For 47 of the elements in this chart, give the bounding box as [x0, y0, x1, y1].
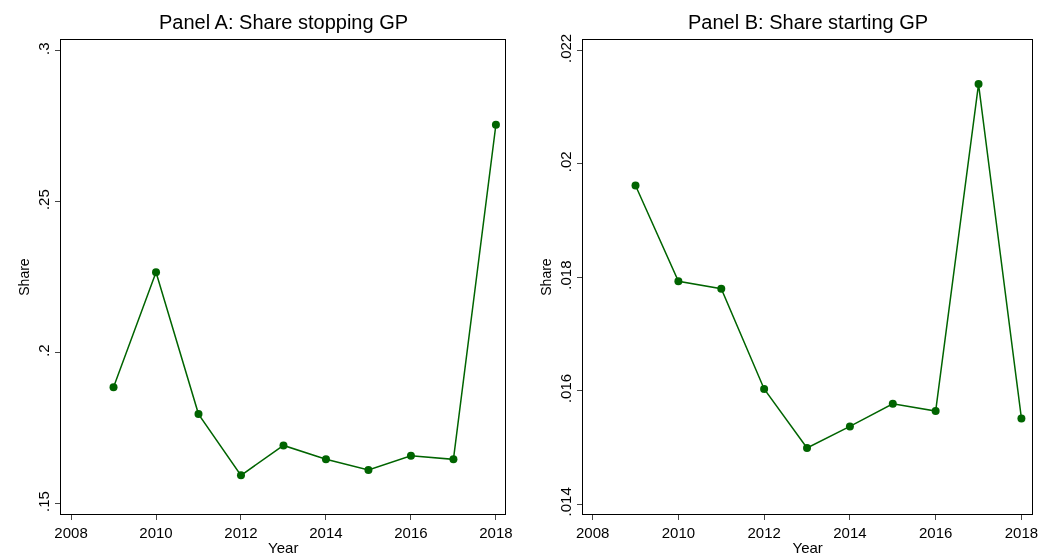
x-tick-label: 2010 — [661, 523, 696, 541]
y-tick-label: .3 — [35, 42, 53, 55]
point — [845, 422, 854, 431]
y-axis-title: Share — [15, 258, 32, 296]
x-tick-label: 2016 — [394, 523, 428, 541]
y-tick-label: .15 — [35, 491, 53, 512]
point — [760, 384, 769, 393]
x-axis-title: Year — [268, 538, 299, 556]
point — [674, 277, 683, 286]
y-tick-label: .022 — [557, 33, 575, 63]
x-tick-label: 2008 — [54, 523, 88, 541]
y-tick-label: .02 — [557, 151, 575, 173]
point — [406, 451, 415, 460]
x-tick-label: 2012 — [747, 523, 781, 541]
point — [888, 399, 897, 408]
y-axis-title: Share — [537, 258, 554, 296]
x-tick-label: 2018 — [1004, 523, 1039, 541]
x-tick-label: 2016 — [918, 523, 953, 541]
x-axis-title: Year — [792, 538, 823, 556]
point — [364, 465, 373, 474]
chart-title: Panel B: Share starting GP — [688, 11, 929, 33]
chart-title: Panel A: Share stopping GP — [159, 11, 409, 33]
point — [279, 441, 288, 450]
point — [109, 383, 118, 392]
point — [974, 80, 983, 89]
x-tick-label: 2014 — [309, 523, 343, 541]
point — [236, 471, 245, 480]
point — [1017, 414, 1026, 423]
y-tick-label: .016 — [557, 373, 575, 404]
y-tick-label: .2 — [35, 344, 53, 357]
x-tick-label: 2008 — [575, 523, 610, 541]
y-tick-label: .25 — [35, 189, 53, 211]
y-tick-label: .018 — [557, 260, 575, 290]
point — [803, 443, 812, 452]
x-tick-label: 2010 — [139, 523, 173, 541]
point — [491, 120, 500, 129]
point — [194, 410, 203, 419]
point — [717, 284, 726, 293]
point — [631, 181, 640, 190]
y-tick-label: .014 — [557, 487, 575, 517]
x-tick-label: 2012 — [224, 523, 258, 541]
point — [449, 455, 458, 464]
point — [931, 407, 940, 416]
x-tick-label: 2014 — [833, 523, 867, 541]
x-tick-label: 2018 — [479, 523, 513, 541]
point — [152, 268, 161, 277]
point — [321, 455, 330, 464]
